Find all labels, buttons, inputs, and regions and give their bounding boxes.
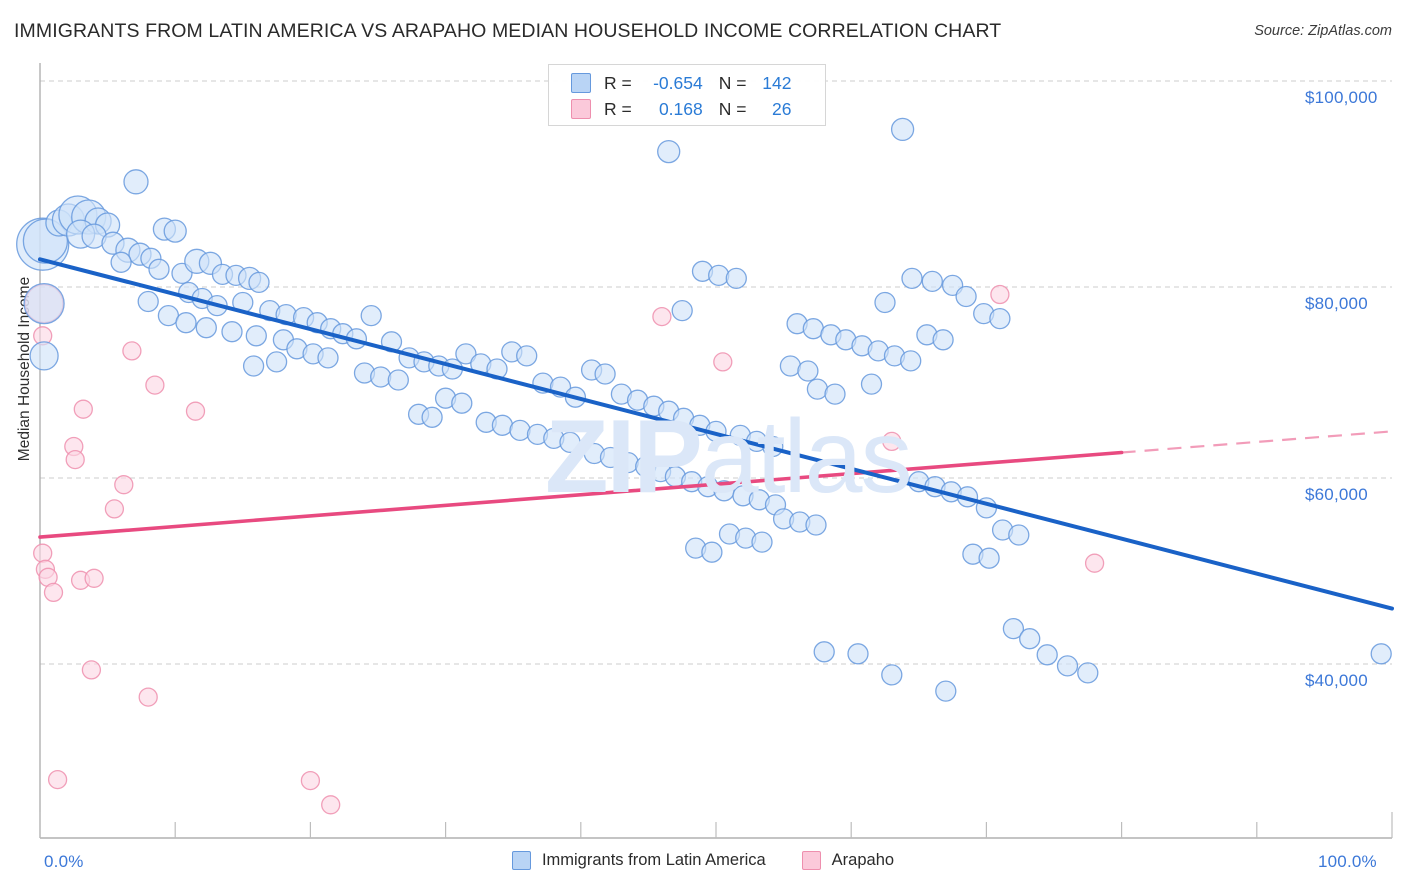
series-legend-item-arapaho[interactable]: Arapaho [801,851,895,870]
page-title: IMMIGRANTS FROM LATIN AMERICA VS ARAPAHO… [14,20,1002,42]
legend-row-immigrants: R = -0.654 N = 142 [571,70,791,96]
zipatlas-watermark: ZIPatlas [545,398,913,517]
legend-swatch-pink [571,99,591,119]
legend-n-label-blue: N = [718,72,747,93]
series-legend-label-immigrants: Immigrants from Latin America [541,851,766,869]
source-label: Source: ZipAtlas.com [1254,23,1392,39]
watermark-part1: ZIP [545,399,703,515]
y-axis-tick-label: $80,000 [1305,294,1368,313]
legend-n-value-pink: 26 [772,98,792,119]
legend-r-label-pink: R = [604,98,632,119]
legend-swatch-blue [571,73,591,93]
x-axis-tick-label: 100.0% [1318,852,1377,871]
legend-n-value-blue: 142 [762,72,792,93]
chart-header: IMMIGRANTS FROM LATIN AMERICA VS ARAPAHO… [14,20,1392,48]
trendline-immigrants [38,257,1394,611]
legend-r-value-blue: -0.654 [653,72,703,93]
gridlines [40,80,1392,665]
series-legend-label-arapaho: Arapaho [831,851,895,869]
series-legend-swatch-pink [801,851,821,870]
y-axis-tick-label: $40,000 [1305,671,1368,690]
y-axis-tick-label: $60,000 [1305,485,1368,504]
legend-r-value-pink: 0.168 [658,98,703,119]
series-legend-swatch-blue [511,851,531,870]
series-legend-item-immigrants[interactable]: Immigrants from Latin America [511,851,766,870]
trendline-arapaho [38,430,1393,539]
x-axis-tick-label: 0.0% [44,852,84,871]
correlation-legend: R = -0.654 N = 142 R = 0.168 N = 26 [548,64,826,126]
legend-n-label-pink: N = [718,98,747,119]
legend-r-label-blue: R = [604,72,632,93]
y-axis-tick-label: $100,000 [1305,88,1378,107]
series-legend: Immigrants from Latin America Arapaho [0,851,1406,870]
watermark-part2: atlas [700,399,913,515]
x-axis-ticks [39,812,1393,838]
scatter-points-arapaho [24,283,1105,815]
legend-row-arapaho: R = 0.168 N = 26 [571,96,791,122]
scatter-points-immigrants [16,117,1392,702]
